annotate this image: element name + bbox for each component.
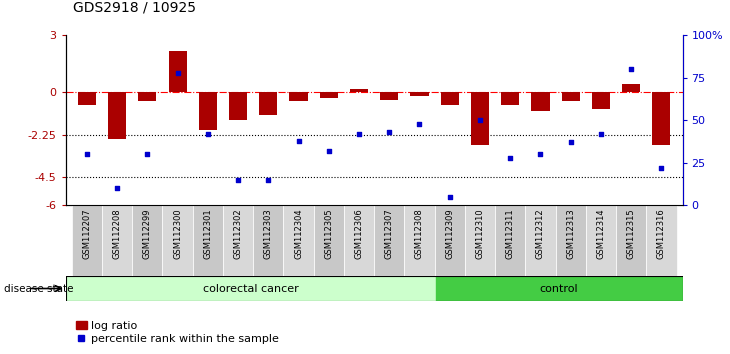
- Bar: [592, 92, 610, 109]
- Bar: [229, 92, 247, 120]
- Text: GSM112312: GSM112312: [536, 208, 545, 259]
- Point: [111, 185, 123, 191]
- Text: GSM112302: GSM112302: [234, 208, 242, 259]
- Text: GSM112316: GSM112316: [657, 208, 666, 259]
- Text: GSM112301: GSM112301: [204, 208, 212, 259]
- Point: [323, 148, 334, 154]
- Point: [263, 177, 274, 183]
- Text: GSM112304: GSM112304: [294, 208, 303, 259]
- Bar: [410, 92, 429, 96]
- Text: GSM112300: GSM112300: [173, 208, 182, 259]
- Point: [504, 155, 516, 161]
- Text: colorectal cancer: colorectal cancer: [203, 284, 299, 293]
- Point: [172, 70, 183, 76]
- Bar: [102, 205, 132, 276]
- Bar: [622, 85, 640, 92]
- Bar: [471, 92, 489, 145]
- Bar: [223, 205, 253, 276]
- Bar: [72, 205, 102, 276]
- Text: control: control: [540, 284, 578, 293]
- Point: [383, 130, 395, 135]
- Point: [81, 152, 93, 157]
- Bar: [561, 92, 580, 102]
- Text: GSM112309: GSM112309: [445, 208, 454, 259]
- Bar: [501, 92, 519, 105]
- Bar: [646, 205, 677, 276]
- Text: GSM112314: GSM112314: [596, 208, 605, 259]
- Bar: [404, 205, 434, 276]
- Point: [656, 165, 667, 171]
- Bar: [253, 205, 283, 276]
- Bar: [320, 92, 338, 98]
- Point: [595, 131, 607, 137]
- Text: GSM112208: GSM112208: [112, 208, 122, 259]
- Bar: [193, 205, 223, 276]
- Point: [534, 152, 546, 157]
- Bar: [344, 205, 374, 276]
- Text: GSM112306: GSM112306: [355, 208, 364, 259]
- Text: GSM112307: GSM112307: [385, 208, 393, 259]
- Point: [444, 194, 456, 200]
- Text: GSM112315: GSM112315: [626, 208, 636, 259]
- Bar: [350, 89, 368, 92]
- Bar: [436, 276, 683, 301]
- Bar: [78, 92, 96, 105]
- Point: [293, 138, 304, 144]
- Bar: [138, 92, 156, 102]
- Bar: [66, 276, 436, 301]
- Bar: [616, 205, 646, 276]
- Point: [353, 131, 365, 137]
- Bar: [283, 205, 314, 276]
- Bar: [495, 205, 526, 276]
- Bar: [374, 205, 404, 276]
- Point: [232, 177, 244, 183]
- Text: GSM112299: GSM112299: [143, 208, 152, 259]
- Bar: [108, 92, 126, 139]
- Text: GSM112313: GSM112313: [566, 208, 575, 259]
- Bar: [163, 205, 193, 276]
- Text: disease state: disease state: [4, 284, 73, 293]
- Bar: [556, 205, 585, 276]
- Point: [626, 67, 637, 72]
- Point: [202, 131, 214, 137]
- Text: GSM112207: GSM112207: [82, 208, 91, 259]
- Text: GSM112305: GSM112305: [324, 208, 334, 259]
- Text: GSM112310: GSM112310: [475, 208, 485, 259]
- Legend: log ratio, percentile rank within the sample: log ratio, percentile rank within the sa…: [72, 316, 283, 348]
- Bar: [380, 92, 399, 99]
- Point: [414, 121, 426, 127]
- Text: GSM112303: GSM112303: [264, 208, 273, 259]
- Bar: [531, 92, 550, 111]
- Text: GSM112311: GSM112311: [506, 208, 515, 259]
- Bar: [132, 205, 163, 276]
- Bar: [653, 92, 670, 145]
- Bar: [434, 205, 465, 276]
- Bar: [314, 205, 344, 276]
- Bar: [259, 92, 277, 115]
- Text: GDS2918 / 10925: GDS2918 / 10925: [73, 0, 196, 14]
- Bar: [526, 205, 556, 276]
- Point: [474, 118, 485, 123]
- Bar: [585, 205, 616, 276]
- Bar: [441, 92, 458, 105]
- Bar: [169, 51, 187, 92]
- Bar: [199, 92, 217, 130]
- Text: GSM112308: GSM112308: [415, 208, 424, 259]
- Point: [142, 152, 153, 157]
- Bar: [465, 205, 495, 276]
- Bar: [290, 92, 307, 102]
- Point: [565, 139, 577, 145]
